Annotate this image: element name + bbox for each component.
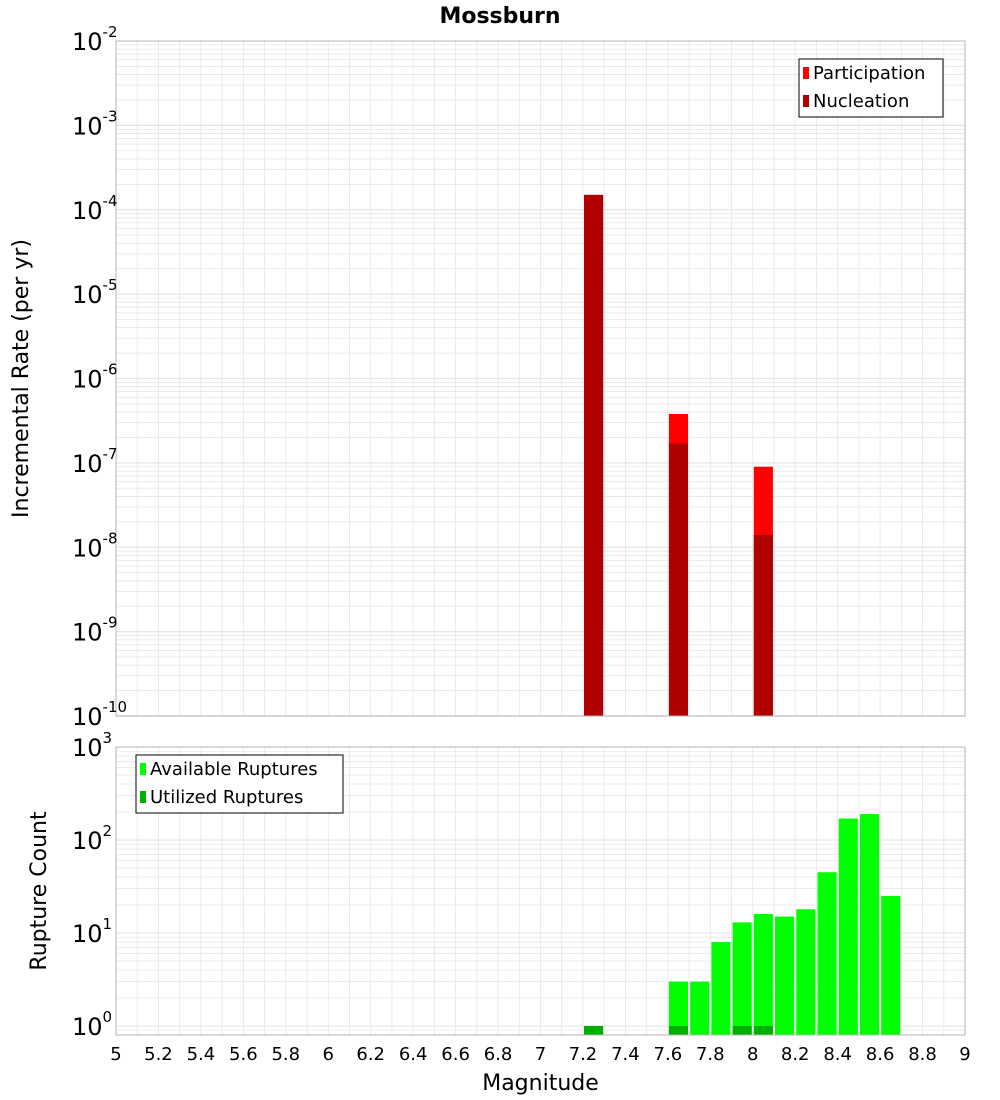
utilized-ruptures-bar — [668, 1025, 689, 1035]
legend-box — [135, 754, 344, 814]
legend-swatch — [803, 67, 809, 79]
y-tick-label: 10-4 — [72, 192, 118, 225]
nucleation-bar — [753, 534, 773, 716]
y-tick-label: 10-5 — [72, 276, 118, 309]
x-tick-label: 6.8 — [484, 1044, 513, 1065]
legend-swatch — [140, 791, 146, 803]
nucleation-bar — [668, 443, 689, 716]
chart-title: Mossburn — [439, 4, 560, 29]
x-tick-label: 8.6 — [866, 1044, 895, 1065]
x-tick-label: 9 — [959, 1044, 970, 1065]
x-tick-label: 7.4 — [611, 1044, 640, 1065]
x-tick-label: 5.4 — [187, 1044, 216, 1065]
rupture-count-plot: 103 102 101 100 Rupture Count Available Ruptu… — [27, 729, 971, 1096]
x-tick-label: 8 — [747, 1044, 758, 1065]
available-ruptures-bar — [796, 909, 816, 1035]
plot-frame — [115, 746, 966, 1036]
y-tick-label: 100 — [72, 1008, 112, 1041]
x-tick-label: 7.8 — [696, 1044, 725, 1065]
x-axis-label: Magnitude — [482, 1071, 599, 1096]
x-tick-label: 6.6 — [441, 1044, 470, 1065]
y-tick-label: 101 — [72, 915, 112, 948]
y-tick-label: 10-3 — [72, 107, 118, 140]
legend-entry: Utilized Ruptures — [150, 787, 303, 808]
utilized-ruptures-bar — [584, 1025, 604, 1035]
legend-swatch — [140, 763, 146, 775]
x-tick-label: 7.6 — [654, 1044, 683, 1065]
nucleation-bar — [584, 194, 604, 716]
legend-box — [798, 58, 944, 118]
legend-entry: Participation — [813, 63, 925, 84]
x-tick-label: 6.2 — [356, 1044, 385, 1065]
y-tick-label: 10-2 — [72, 23, 118, 56]
legend-entry: Available Ruptures — [150, 759, 318, 780]
x-tick-label: 8.4 — [823, 1044, 852, 1065]
x-tick-label: 5 — [110, 1044, 121, 1065]
available-ruptures-bar — [838, 818, 858, 1035]
y-tick-label: 102 — [72, 822, 112, 855]
y-tick-label: 10-7 — [72, 445, 118, 478]
x-tick-label: 7 — [535, 1044, 546, 1065]
x-tick-label: 6 — [323, 1044, 334, 1065]
x-tick-label: 7.2 — [569, 1044, 598, 1065]
available-ruptures-bar — [668, 981, 689, 1035]
available-ruptures-bar — [859, 814, 880, 1035]
x-tick-label: 8.2 — [781, 1044, 810, 1065]
x-tick-label: 8.8 — [908, 1044, 937, 1065]
y-axis-label: Incremental Rate (per yr) — [9, 239, 34, 518]
available-ruptures-bar — [753, 914, 773, 1035]
available-ruptures-bar — [881, 895, 901, 1035]
rate-plot: 10-2 10-3 10-4 10-5 10-6 10-7 10-8 10-9 10-10 Inc… — [9, 23, 966, 731]
x-tick-label: 5.2 — [144, 1044, 173, 1065]
legend-entry: Nucleation — [813, 91, 909, 112]
plot-frame — [115, 40, 966, 717]
x-tick-label: 5.8 — [271, 1044, 300, 1065]
y-tick-label: 10-9 — [72, 614, 118, 647]
utilized-ruptures-bar — [753, 1025, 773, 1035]
x-tick-label: 6.4 — [399, 1044, 428, 1065]
y-tick-label: 10-10 — [72, 698, 127, 731]
y-tick-label: 10-8 — [72, 529, 118, 562]
y-tick-label: 103 — [72, 729, 112, 762]
available-ruptures-bar — [711, 942, 731, 1035]
available-ruptures-bar — [817, 872, 837, 1035]
legend-swatch — [803, 95, 809, 107]
y-tick-label: 10-6 — [72, 361, 118, 394]
available-ruptures-bar — [732, 922, 752, 1035]
available-ruptures-bar — [775, 916, 795, 1035]
y-axis-label: Rupture Count — [27, 811, 52, 971]
x-tick-label: 5.6 — [229, 1044, 258, 1065]
utilized-ruptures-bar — [732, 1025, 752, 1035]
available-ruptures-bar — [690, 981, 710, 1035]
